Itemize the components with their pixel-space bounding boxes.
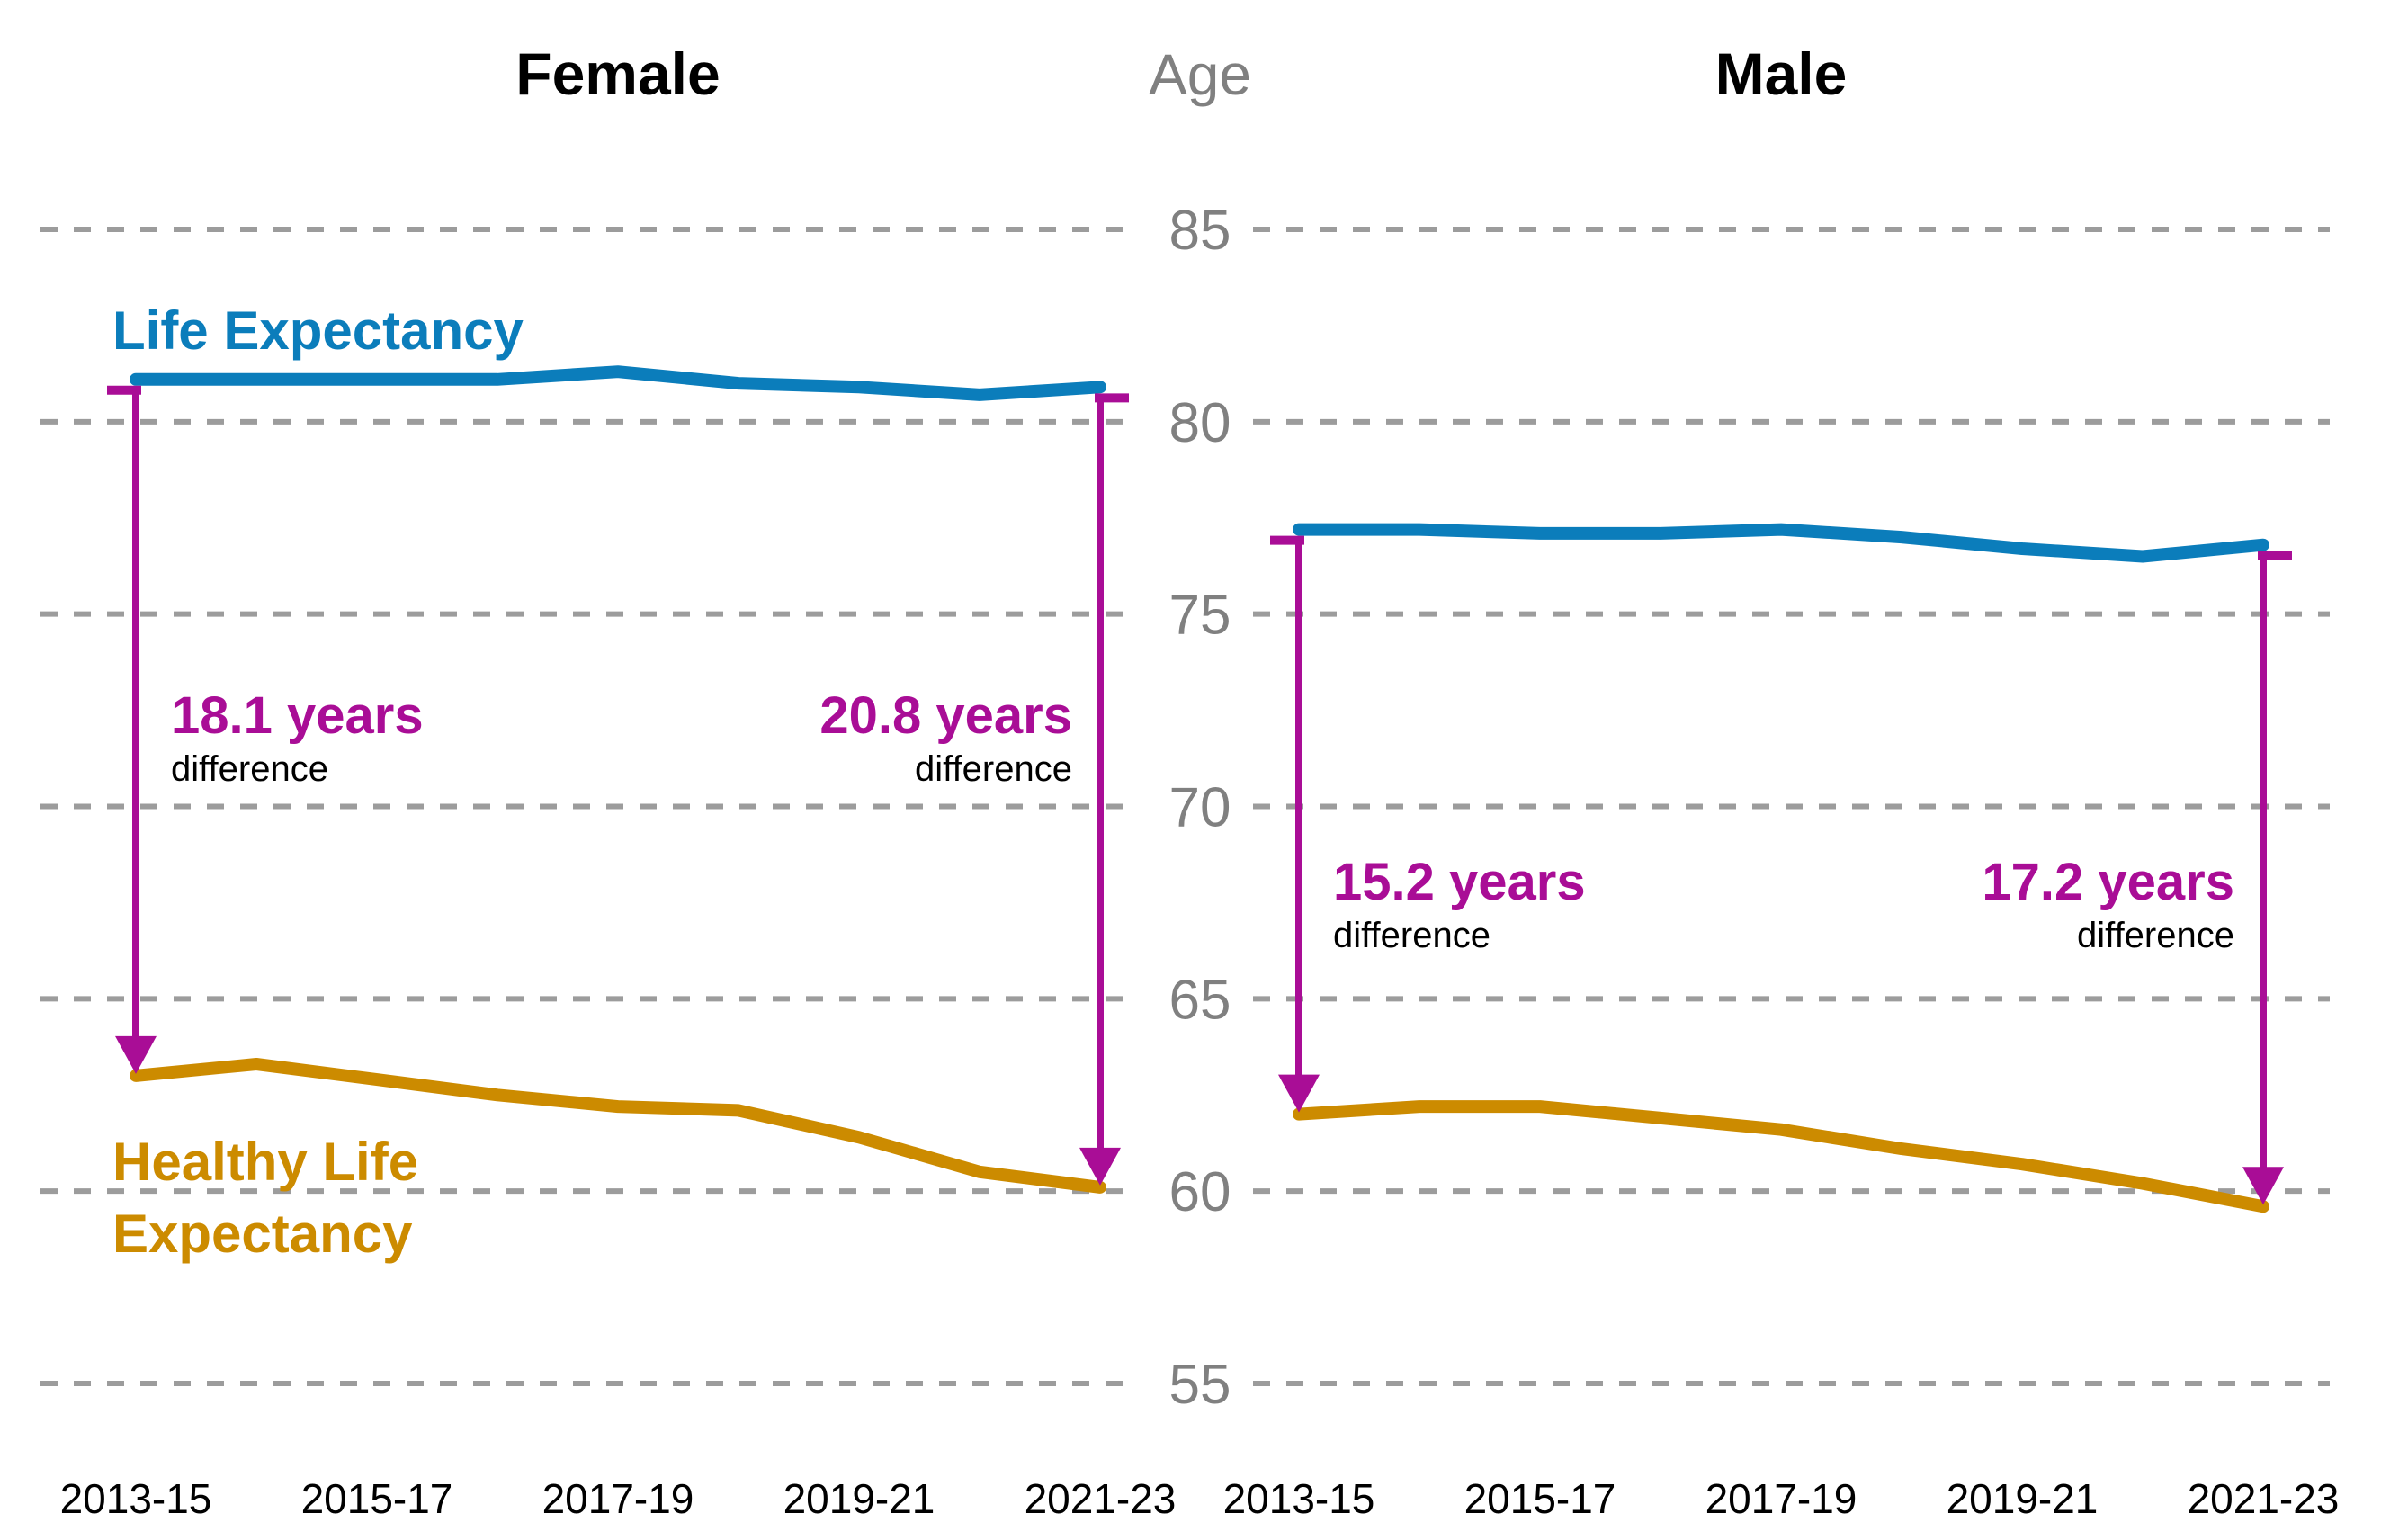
axis-title-age: Age: [1149, 42, 1251, 107]
x-tick-label-male-2021-23: 2021-23: [2188, 1475, 2340, 1522]
x-tick-label-female-2015-17: 2015-17: [301, 1475, 453, 1522]
y-tick-label-70: 70: [1169, 777, 1231, 839]
annotation-difference-label: difference: [2077, 916, 2234, 955]
label-healthy-life-line1: Healthy Life: [112, 1132, 418, 1192]
gridlines-layer: [40, 227, 2330, 1386]
y-tick-label-55: 55: [1169, 1354, 1231, 1416]
y-tick-label-65: 65: [1169, 969, 1231, 1031]
y-tick-label-60: 60: [1169, 1161, 1231, 1223]
arrow-head: [1278, 1074, 1320, 1113]
arrow-head: [2242, 1167, 2284, 1205]
male-life-expectancy-line: [1293, 523, 2269, 563]
annotation-value: 20.8 years: [819, 686, 1072, 745]
arrow-head: [115, 1035, 157, 1074]
x-axis-labels: 2013-15 2015-17 2017-19 2019-21 2021-23 2013-…: [60, 1475, 2340, 1522]
x-tick-label-male-2019-21: 2019-21: [1947, 1475, 2099, 1522]
x-tick-label-female-2017-19: 2017-19: [542, 1475, 694, 1522]
difference-arrows-layer: [107, 385, 2292, 1205]
annotation-male-2013-15: 15.2 years difference: [1333, 853, 1586, 955]
y-tick-label-85: 85: [1169, 200, 1231, 262]
label-healthy-life-line2: Expectancy: [112, 1204, 413, 1264]
x-tick-label-female-2019-21: 2019-21: [783, 1475, 935, 1522]
x-tick-label-male-2017-19: 2017-19: [1705, 1475, 1857, 1522]
annotation-male-2021-23: 17.2 years difference: [1982, 853, 2234, 955]
y-tick-label-75: 75: [1169, 585, 1231, 647]
annotation-difference-label: difference: [171, 749, 328, 789]
female-healthy-life-expectancy-line: [130, 1058, 1106, 1194]
arrow-head: [1079, 1147, 1121, 1186]
difference-arrow-male-last: [2242, 551, 2292, 1205]
male-healthy-life-expectancy-line: [1293, 1100, 2269, 1213]
annotation-female-2021-23: 20.8 years difference: [819, 686, 1072, 789]
annotation-difference-label: difference: [1333, 916, 1490, 955]
y-axis-labels: 85 80 75 70 65 60 55: [1169, 200, 1231, 1416]
annotation-value: 15.2 years: [1333, 853, 1586, 911]
x-tick-label-male-2013-15: 2013-15: [1223, 1475, 1375, 1522]
x-tick-label-male-2015-17: 2015-17: [1464, 1475, 1616, 1522]
x-tick-label-female-2013-15: 2013-15: [60, 1475, 212, 1522]
series-layer: [130, 365, 2269, 1213]
female-life-expectancy-line: [130, 365, 1106, 401]
annotation-female-2013-15: 18.1 years difference: [171, 686, 424, 789]
x-tick-label-female-2021-23: 2021-23: [1025, 1475, 1177, 1522]
label-life-expectancy: Life Expectancy: [112, 300, 524, 361]
annotation-value: 18.1 years: [171, 686, 424, 745]
difference-arrow-female-last: [1079, 393, 1129, 1186]
annotation-value: 17.2 years: [1982, 853, 2234, 911]
y-tick-label-80: 80: [1169, 392, 1231, 454]
panel-title-female: Female: [515, 40, 720, 107]
panel-title-male: Male: [1715, 40, 1848, 107]
difference-arrow-male-first: [1270, 535, 1320, 1113]
difference-arrow-female-first: [107, 385, 157, 1074]
annotation-difference-label: difference: [915, 749, 1072, 789]
